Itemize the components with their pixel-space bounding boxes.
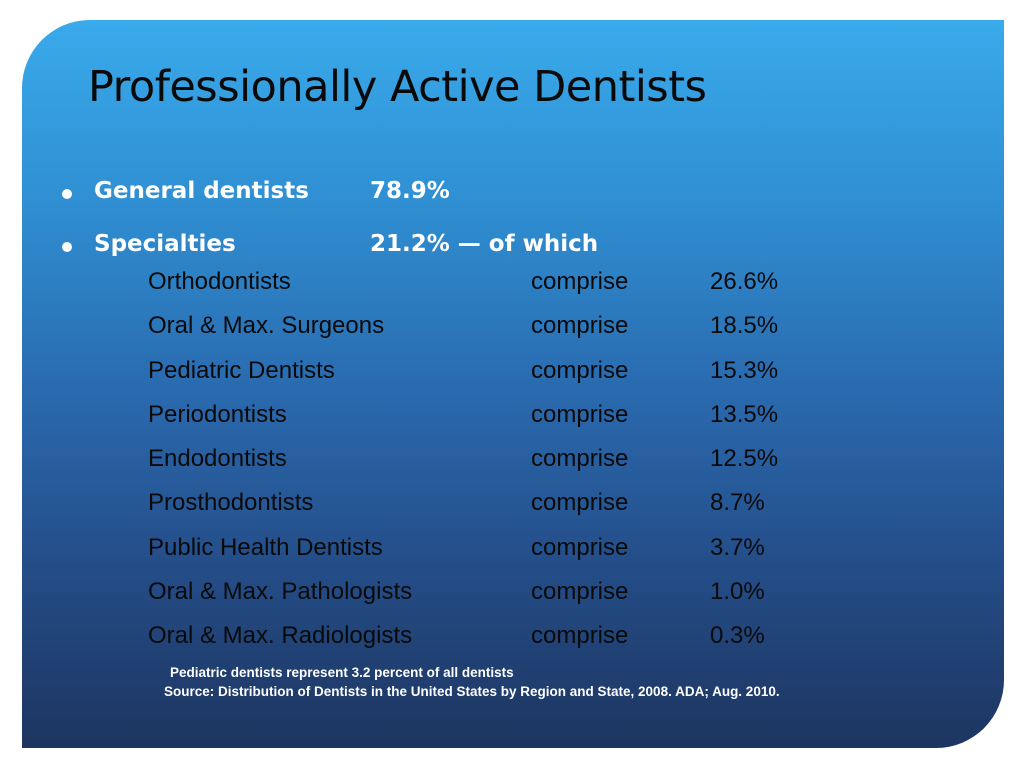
specialty-verb: comprise bbox=[531, 445, 629, 473]
specialty-verb: comprise bbox=[531, 268, 629, 295]
specialty-verb: comprise bbox=[531, 356, 629, 384]
list-item: Prosthodontists comprise 8.7% bbox=[148, 489, 848, 533]
specialty-name: Periodontists bbox=[148, 400, 287, 428]
specialty-verb: comprise bbox=[531, 489, 629, 517]
specialty-percent: 18.5% bbox=[710, 312, 779, 340]
specialty-verb: comprise bbox=[531, 400, 629, 428]
specialty-list: Orthodontists comprise 26.6% Oral & Max.… bbox=[148, 268, 848, 667]
list-item: Oral & Max. Radiologists comprise 0.3% bbox=[148, 622, 848, 666]
specialty-name: Endodontists bbox=[148, 445, 287, 473]
specialty-percent: 13.5% bbox=[710, 400, 779, 428]
specialty-name: Public Health Dentists bbox=[148, 533, 383, 561]
specialty-percent: 26.6% bbox=[710, 268, 779, 295]
source-citation: Source: Distribution of Dentists in the … bbox=[164, 684, 780, 699]
specialty-verb: comprise bbox=[531, 533, 629, 561]
list-item: Endodontists comprise 12.5% bbox=[148, 445, 848, 489]
specialty-name: Prosthodontists bbox=[148, 489, 314, 517]
bullet-dot-icon bbox=[62, 189, 72, 199]
specialty-verb: comprise bbox=[531, 622, 629, 650]
list-item: Oral & Max. Pathologists comprise 1.0% bbox=[148, 578, 848, 622]
specialty-percent: 12.5% bbox=[710, 445, 779, 473]
specialty-name: Oral & Max. Radiologists bbox=[148, 622, 413, 650]
bullet-dot-icon bbox=[62, 242, 72, 252]
specialty-name: Pediatric Dentists bbox=[148, 356, 335, 384]
specialty-percent: 8.7% bbox=[710, 489, 765, 517]
specialty-verb: comprise bbox=[531, 312, 629, 340]
specialty-name: Orthodontists bbox=[148, 268, 291, 295]
slide: Professionally Active Dentists General d… bbox=[22, 20, 1004, 748]
list-item: Oral & Max. Surgeons comprise 18.5% bbox=[148, 312, 848, 356]
specialty-percent: 1.0% bbox=[710, 578, 765, 606]
specialty-percent: 3.7% bbox=[710, 533, 765, 561]
specialty-percent: 15.3% bbox=[710, 356, 779, 384]
bullet-label: General dentists bbox=[94, 178, 309, 204]
bullet-value: 21.2% — of which bbox=[370, 231, 599, 257]
list-item: Public Health Dentists comprise 3.7% bbox=[148, 534, 848, 578]
bullet-value: 78.9% bbox=[370, 178, 450, 204]
footnote: Pediatric dentists represent 3.2 percent… bbox=[170, 665, 514, 680]
specialty-verb: comprise bbox=[531, 578, 629, 606]
list-item: Periodontists comprise 13.5% bbox=[148, 401, 848, 445]
list-item: Pediatric Dentists comprise 15.3% bbox=[148, 357, 848, 401]
list-item: Orthodontists comprise 26.6% bbox=[148, 268, 848, 312]
specialty-name: Oral & Max. Surgeons bbox=[148, 312, 385, 340]
specialty-percent: 0.3% bbox=[710, 622, 765, 650]
bullet-label: Specialties bbox=[94, 231, 236, 257]
slide-title: Professionally Active Dentists bbox=[88, 62, 707, 112]
specialty-name: Oral & Max. Pathologists bbox=[148, 578, 413, 606]
